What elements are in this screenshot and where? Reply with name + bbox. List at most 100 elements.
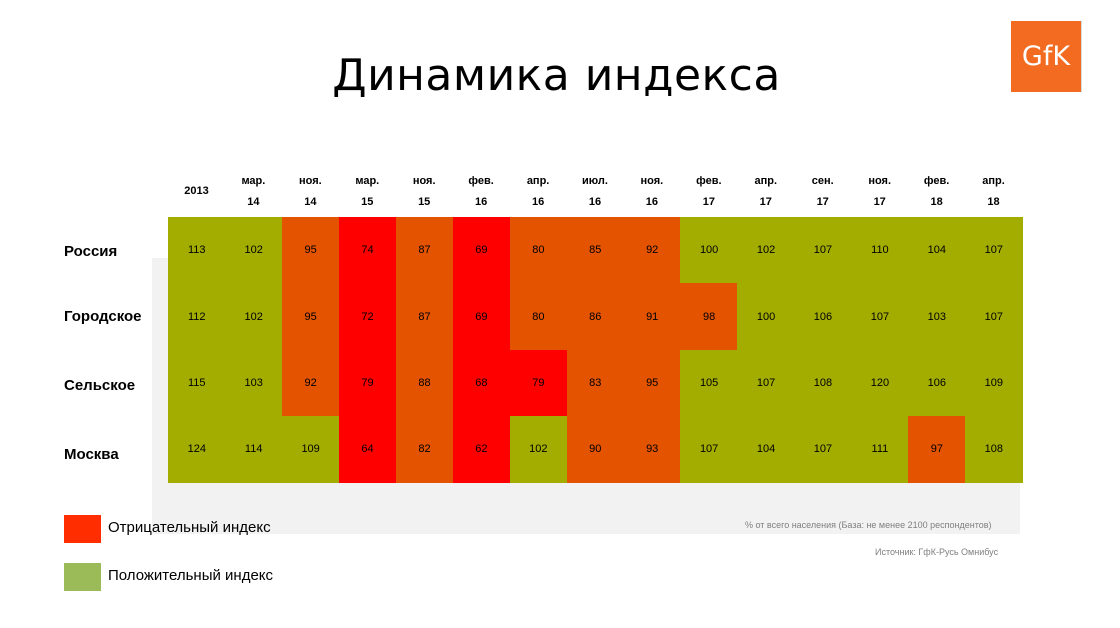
heatmap-cell: 100 xyxy=(680,217,738,284)
page-title: Динамика индекса xyxy=(332,50,781,101)
heatmap-cell: 107 xyxy=(965,217,1023,284)
heatmap-cell: 69 xyxy=(452,283,511,351)
column-header-month: июл. xyxy=(582,175,608,187)
row-label: Москва xyxy=(64,446,119,463)
heatmap-cell: 87 xyxy=(395,217,454,284)
heatmap-cell: 91 xyxy=(623,283,681,351)
row-label: Россия xyxy=(64,243,118,260)
source-note: Источник: ГфК-Русь Омнибус xyxy=(875,547,999,557)
heatmap-cell: 69 xyxy=(452,217,511,284)
column-header-year: 16 xyxy=(645,196,659,208)
column-header-month: апр. xyxy=(526,175,550,187)
heatmap-cell: 92 xyxy=(281,349,340,417)
column-header-year: 17 xyxy=(702,196,716,208)
heatmap-cell: 107 xyxy=(965,283,1023,351)
heatmap-cell: 80 xyxy=(509,283,568,351)
heatmap-cell: 97 xyxy=(908,415,966,483)
column-header-year: 15 xyxy=(418,196,431,208)
heatmap-cell: 107 xyxy=(737,349,795,417)
row-label: Городское xyxy=(64,308,142,325)
base-note: % от всего населения (База: не менее 210… xyxy=(745,520,992,530)
heatmap-cell: 110 xyxy=(851,217,909,284)
heatmap-cell: 113 xyxy=(168,217,226,284)
heatmap-cell: 115 xyxy=(168,349,226,417)
heatmap-cell: 104 xyxy=(737,415,795,483)
column-header-year: 14 xyxy=(247,196,260,208)
heatmap-cell: 102 xyxy=(737,217,795,284)
legend-label-negative: Отрицательный индекс xyxy=(108,519,271,536)
heatmap-cell: 83 xyxy=(566,349,625,417)
column-header-year: 17 xyxy=(759,196,772,208)
heatmap-cell: 92 xyxy=(623,217,681,284)
heatmap-cell: 98 xyxy=(680,283,738,351)
heatmap-cell: 107 xyxy=(851,283,909,351)
heatmap-cell: 108 xyxy=(965,415,1023,483)
column-header-month: апр. xyxy=(982,175,1005,187)
heatmap-cell: 100 xyxy=(737,283,795,351)
column-header-month: ноя. xyxy=(299,175,322,187)
heatmap-cell: 82 xyxy=(395,415,454,483)
column-header-month: мар. xyxy=(241,175,266,187)
column-header-year: 17 xyxy=(873,196,886,208)
heatmap-cell: 88 xyxy=(395,349,454,417)
heatmap-cell: 93 xyxy=(623,415,681,483)
column-header-month: ноя. xyxy=(412,175,436,187)
column-header-year: 17 xyxy=(816,196,829,208)
heatmap-cell: 106 xyxy=(908,349,966,417)
heatmap-cell: 103 xyxy=(908,283,966,351)
legend-swatch-negative xyxy=(64,515,101,543)
row-label: Сельское xyxy=(64,377,136,394)
column-header-month: апр. xyxy=(754,175,778,187)
heatmap-cell: 95 xyxy=(281,283,340,351)
column-header-year: 18 xyxy=(987,196,1000,208)
heatmap-cell: 102 xyxy=(509,415,568,483)
heatmap-cell: 64 xyxy=(338,415,397,483)
column-header-month: мар. xyxy=(355,175,380,187)
heatmap-cell: 105 xyxy=(680,349,738,417)
heatmap-cell: 114 xyxy=(224,415,283,483)
heatmap-cell: 102 xyxy=(224,217,283,284)
column-header-month: ноя. xyxy=(868,175,892,187)
heatmap-cell: 80 xyxy=(509,217,568,284)
column-header-year: 16 xyxy=(531,196,545,208)
column-header-month: фев. xyxy=(468,175,494,187)
heatmap-cell: 79 xyxy=(338,349,397,417)
heatmap-cell: 104 xyxy=(908,217,966,284)
column-header-month: фев. xyxy=(923,175,950,187)
heatmap-cell: 124 xyxy=(168,415,226,483)
column-header-year: 16 xyxy=(588,196,602,208)
heatmap-cell: 95 xyxy=(623,349,681,417)
heatmap-cell: 72 xyxy=(338,283,397,351)
heatmap-cell: 85 xyxy=(566,217,625,284)
heatmap-cell: 102 xyxy=(224,283,283,351)
heatmap-cell: 62 xyxy=(452,415,511,483)
heatmap-cell: 108 xyxy=(794,349,852,417)
heatmap-cell: 107 xyxy=(680,415,738,483)
column-header-year: 16 xyxy=(474,196,488,208)
legend-swatch-positive xyxy=(64,563,101,591)
heatmap-cell: 106 xyxy=(794,283,852,351)
heatmap-cell: 90 xyxy=(566,415,625,483)
column-header-year: 18 xyxy=(930,196,943,208)
column-header-month: сен. xyxy=(811,175,834,187)
heatmap-cell: 74 xyxy=(338,217,397,284)
column-header-year: 15 xyxy=(361,196,374,208)
heatmap-cell: 86 xyxy=(566,283,625,351)
heatmap-cell: 103 xyxy=(224,349,283,417)
heatmap-cell: 68 xyxy=(452,349,511,417)
heatmap-cell: 107 xyxy=(794,217,852,284)
heatmap-cell: 87 xyxy=(395,283,454,351)
heatmap-cell: 107 xyxy=(794,415,852,483)
heatmap-cell: 109 xyxy=(965,349,1023,417)
gfk-logo: GfK xyxy=(1011,21,1082,92)
column-header-year: 2013 xyxy=(184,185,209,197)
heatmap-cell: 95 xyxy=(281,217,340,284)
legend-label-positive: Положительный индекс xyxy=(108,567,274,584)
heatmap-cell: 112 xyxy=(168,283,226,351)
column-header-month: фев. xyxy=(696,175,722,187)
heatmap-cell: 111 xyxy=(851,415,909,483)
column-header-month: ноя. xyxy=(640,175,664,187)
heatmap-cell: 109 xyxy=(281,415,340,483)
heatmap-cell: 120 xyxy=(851,349,909,417)
column-header-year: 14 xyxy=(304,196,317,208)
